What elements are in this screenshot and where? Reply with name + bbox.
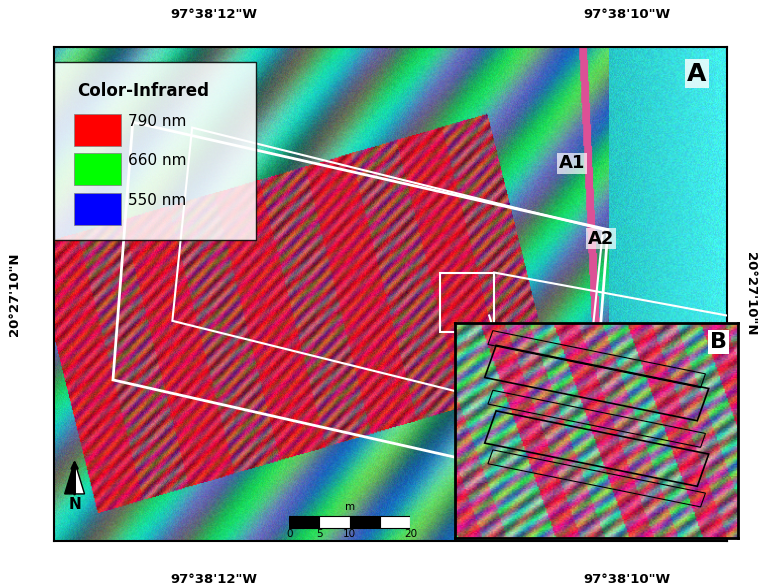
Text: 20°27'10"N: 20°27'10"N [8, 252, 21, 336]
Text: 97°38'10"W: 97°38'10"W [584, 8, 671, 21]
Text: 97°38'12"W: 97°38'12"W [171, 573, 258, 586]
Polygon shape [64, 462, 75, 494]
Bar [350, 516, 380, 528]
Text: A1: A1 [558, 155, 584, 172]
Text: 0: 0 [286, 529, 292, 539]
FancyBboxPatch shape [73, 113, 121, 146]
Text: 97°38'10"W: 97°38'10"W [584, 573, 671, 586]
Polygon shape [75, 462, 84, 494]
Text: m: m [345, 502, 355, 512]
Text: 20°27'10"N: 20°27'10"N [744, 252, 757, 336]
Text: 660 nm: 660 nm [128, 153, 186, 168]
Text: 97°38'12"W: 97°38'12"W [171, 8, 258, 21]
Text: N: N [68, 497, 81, 512]
Text: 20: 20 [404, 529, 417, 539]
FancyBboxPatch shape [73, 153, 121, 185]
Text: B: B [710, 332, 727, 352]
FancyBboxPatch shape [54, 62, 256, 240]
Text: 550 nm: 550 nm [128, 193, 186, 208]
Text: A2: A2 [588, 229, 614, 248]
FancyBboxPatch shape [73, 193, 121, 225]
Text: Color-Infrared: Color-Infrared [77, 82, 209, 99]
Bar [289, 516, 320, 528]
Text: 10: 10 [343, 529, 356, 539]
Text: 790 nm: 790 nm [128, 113, 186, 129]
Bar [380, 516, 410, 528]
Text: A: A [687, 62, 707, 86]
Bar [320, 516, 350, 528]
Text: 5: 5 [316, 529, 323, 539]
